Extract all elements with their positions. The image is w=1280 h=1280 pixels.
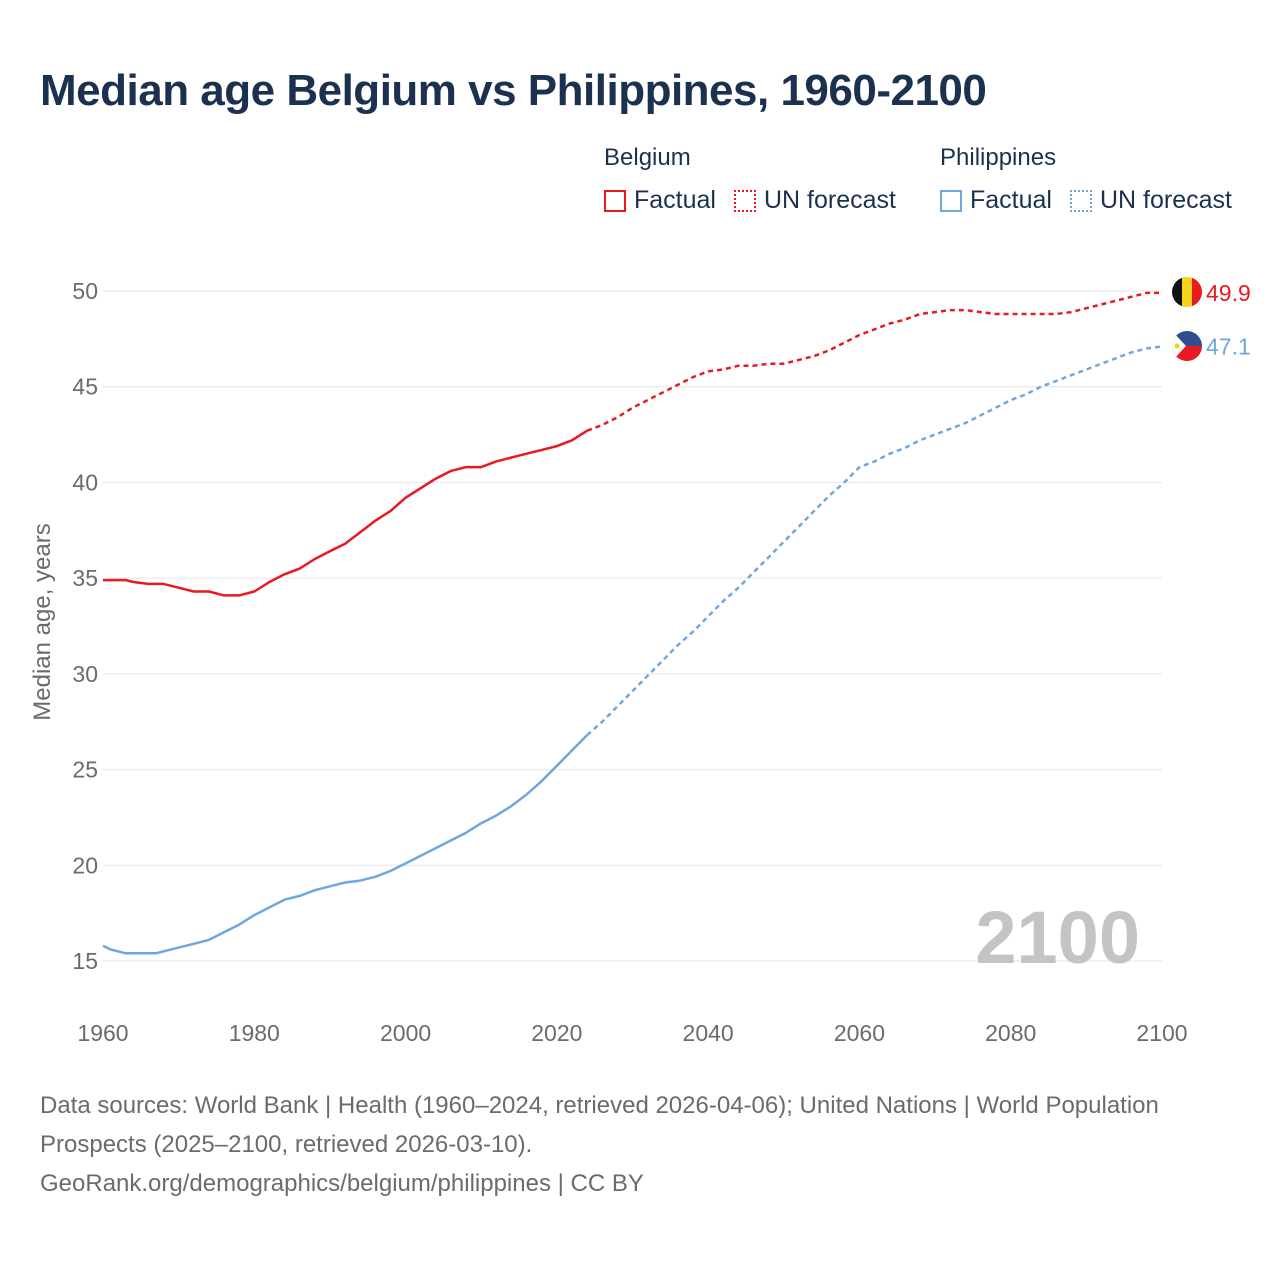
legend-philippines-forecast[interactable]: UN forecast [1069, 186, 1232, 215]
legend-label: Factual [634, 186, 716, 214]
legend-swatch-solid [604, 189, 626, 212]
philippines-factual-line [102, 734, 588, 955]
y-tick-label: 35 [72, 565, 98, 591]
y-tick-label: 20 [72, 852, 98, 878]
philippines-forecast-line [586, 345, 1163, 737]
belgium-flag-icon [1172, 277, 1202, 307]
y-axis-label: Median age, years [29, 523, 56, 720]
x-tick-label: 1980 [229, 1020, 280, 1046]
x-tick-label: 2080 [985, 1020, 1036, 1046]
legend-philippines-name: Philippines [940, 144, 1057, 171]
x-tick-label: 2020 [531, 1020, 582, 1046]
legend-swatch-dotted [1069, 189, 1092, 212]
axis-ticks: 15 20 25 30 35 40 45 50 1960 1980 2000 2020 2040 2060… [72, 278, 1187, 1046]
legend-belgium-name: Belgium [604, 144, 691, 171]
y-tick-label: 45 [72, 374, 98, 400]
chart-title: Median age Belgium vs Philippines, 1960-… [40, 66, 987, 115]
legend-label: Factual [970, 186, 1052, 214]
source-link[interactable]: GeoRank.org/demographics/belgium/philipp… [40, 1170, 644, 1197]
end-labels: 49.9 47.1 [1206, 280, 1251, 360]
x-tick-label: 2060 [834, 1020, 885, 1046]
legend-belgium: Belgium Factual UN forecast [604, 144, 896, 215]
x-tick-label: 1960 [77, 1020, 128, 1046]
legend-belgium-factual[interactable]: Factual [604, 186, 716, 215]
y-tick-label: 50 [72, 278, 98, 304]
philippines-end-value: 47.1 [1206, 334, 1251, 360]
belgium-factual-line [103, 429, 588, 597]
y-tick-label: 40 [72, 469, 98, 495]
year-watermark: 2100 [975, 896, 1140, 979]
legend-philippines: Philippines Factual UN forecast [940, 144, 1232, 215]
y-tick-label: 25 [72, 757, 98, 783]
legend-philippines-factual[interactable]: Factual [940, 186, 1052, 215]
x-tick-label: 2000 [380, 1020, 431, 1046]
series [102, 291, 1163, 955]
y-tick-label: 15 [72, 948, 98, 974]
legend-label: UN forecast [763, 186, 896, 214]
data-sources: Data sources: World Bank | Health (1960–… [40, 1092, 1159, 1158]
x-tick-label: 2100 [1136, 1020, 1187, 1046]
x-tick-label: 2040 [683, 1020, 734, 1046]
grid [103, 290, 1162, 962]
belgium-end-value: 49.9 [1206, 280, 1251, 306]
legend-belgium-forecast[interactable]: UN forecast [733, 186, 896, 215]
belgium-forecast-line [586, 291, 1162, 432]
legend-label: UN forecast [1099, 186, 1232, 214]
philippines-flag-icon [1172, 331, 1202, 361]
footer: Data sources: World Bank | Health (1960–… [40, 1086, 1220, 1203]
legend-swatch-dotted [733, 189, 756, 212]
y-tick-label: 30 [72, 661, 98, 687]
legend-swatch-solid [940, 189, 962, 212]
